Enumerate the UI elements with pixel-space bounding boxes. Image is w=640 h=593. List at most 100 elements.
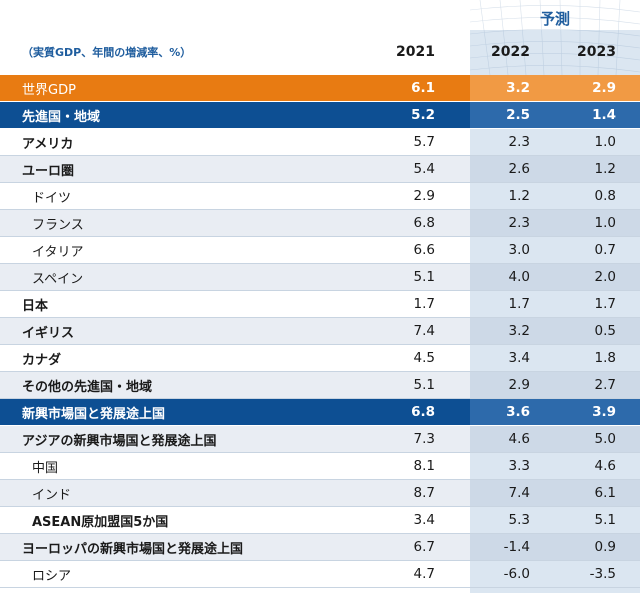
row-label: アメリカ [22, 136, 74, 152]
table-row-france: フランス 6.8 2.3 1.0 [0, 210, 640, 237]
value-2021: 1.7 [413, 296, 435, 312]
value-2022: 1.2 [508, 188, 530, 204]
year-header-2022: 2022 [491, 44, 530, 60]
table-row-uk: イギリス 7.4 3.2 0.5 [0, 318, 640, 345]
value-2023: 3.9 [592, 404, 616, 420]
table-row-advanced-economies: 先進国・地域 5.2 2.5 1.4 [0, 102, 640, 129]
value-2023: 5.0 [594, 431, 616, 447]
value-2023: 4.6 [594, 458, 616, 474]
value-2023: 1.2 [594, 161, 616, 177]
value-2023: -3.5 [589, 566, 616, 582]
row-label: 世界GDP [22, 82, 76, 98]
value-2023: 1.8 [594, 350, 616, 366]
value-2022: 2.6 [508, 161, 530, 177]
value-2023: 1.7 [594, 296, 616, 312]
table-row-eurozone: ユーロ圏 5.4 2.6 1.2 [0, 156, 640, 183]
value-2021: 4.7 [413, 566, 435, 582]
value-2022: 2.9 [508, 377, 530, 393]
value-2023: 0.8 [594, 188, 616, 204]
table-row-china: 中国 8.1 3.3 4.6 [0, 453, 640, 480]
value-2021: 6.7 [413, 539, 435, 555]
value-2023: 0.9 [594, 539, 616, 555]
value-2021: 6.8 [413, 215, 435, 231]
row-label: 先進国・地域 [22, 109, 101, 125]
row-label: イギリス [22, 325, 75, 341]
unit-note: （実質GDP、年間の増減率、%） [22, 46, 192, 59]
row-label: フランス [32, 217, 84, 233]
table-row-germany: ドイツ 2.9 1.2 0.8 [0, 183, 640, 210]
table-row-other-advanced: その他の先進国・地域 5.1 2.9 2.7 [0, 372, 640, 399]
row-label: ユーロ圏 [22, 163, 75, 179]
row-label: ロシア [32, 568, 72, 584]
table-row-usa: アメリカ 5.7 2.3 1.0 [0, 129, 640, 156]
value-2021: 6.8 [411, 404, 435, 420]
value-2022: 3.2 [508, 323, 530, 339]
value-2021: 6.6 [413, 242, 435, 258]
value-2022: 3.4 [508, 350, 530, 366]
value-2021: 5.1 [413, 269, 435, 285]
value-2022: 2.3 [508, 215, 530, 231]
value-2022: 2.5 [506, 107, 530, 123]
row-label: イタリア [32, 244, 84, 260]
table-row-italy: イタリア 6.6 3.0 0.7 [0, 237, 640, 264]
value-2021: 7.3 [413, 431, 435, 447]
value-2021: 3.4 [413, 512, 435, 528]
value-2021: 7.4 [413, 323, 435, 339]
table-row-emerging-asia: アジアの新興市場国と発展途上国 7.3 4.6 5.0 [0, 426, 640, 453]
value-2021: 5.2 [411, 107, 435, 123]
value-2022: 5.3 [508, 512, 530, 528]
value-2023: 2.7 [594, 377, 616, 393]
table-row-canada: カナダ 4.5 3.4 1.8 [0, 345, 640, 372]
value-2022: 1.7 [508, 296, 530, 312]
value-2023: 2.9 [592, 80, 616, 96]
value-2023: 0.7 [594, 242, 616, 258]
value-2022: 2.3 [508, 134, 530, 150]
row-label: ヨーロッパの新興市場国と発展途上国 [22, 541, 244, 557]
table-row-world: 世界GDP 6.1 3.2 2.9 [0, 75, 640, 102]
table-header: 予測 （実質GDP、年間の増減率、%） 2021 2022 2023 [0, 0, 640, 75]
table-row-emerging-developing: 新興市場国と発展途上国 6.8 3.6 3.9 [0, 399, 640, 426]
year-header-2021: 2021 [396, 44, 435, 60]
row-label: スペイン [32, 271, 84, 287]
value-2021: 5.7 [413, 134, 435, 150]
value-2022: 3.6 [506, 404, 530, 420]
value-2023: 6.1 [594, 485, 616, 501]
value-2022: 3.3 [508, 458, 530, 474]
table-row-asean5: ASEAN原加盟国5か国 3.4 5.3 5.1 [0, 507, 640, 534]
row-label: 新興市場国と発展途上国 [22, 406, 166, 422]
value-2023: 0.5 [594, 323, 616, 339]
row-label: ドイツ [32, 190, 72, 206]
gdp-table-body: 世界GDP 6.1 3.2 2.9 先進国・地域 5.2 2.5 1.4 アメリ… [0, 75, 640, 588]
row-label: 中国 [32, 460, 59, 476]
value-2021: 4.5 [413, 350, 435, 366]
row-label: アジアの新興市場国と発展途上国 [22, 433, 217, 449]
row-label: その他の先進国・地域 [22, 379, 153, 395]
table-row-spain: スペイン 5.1 4.0 2.0 [0, 264, 640, 291]
value-2021: 5.4 [413, 161, 435, 177]
row-label: インド [32, 487, 72, 503]
value-2022: 7.4 [508, 485, 530, 501]
value-2022: 3.0 [508, 242, 530, 258]
value-2023: 5.1 [594, 512, 616, 528]
value-2021: 5.1 [413, 377, 435, 393]
value-2023: 1.0 [594, 215, 616, 231]
table-row-india: インド 8.7 7.4 6.1 [0, 480, 640, 507]
value-2021: 2.9 [413, 188, 435, 204]
row-label: ASEAN原加盟国5か国 [32, 514, 169, 530]
table-row-japan: 日本 1.7 1.7 1.7 [0, 291, 640, 318]
forecast-label: 予測 [539, 10, 570, 28]
row-label: 日本 [22, 298, 49, 314]
value-2023: 2.0 [594, 269, 616, 285]
table-row-russia: ロシア 4.7 -6.0 -3.5 [0, 561, 640, 588]
value-2022: -1.4 [503, 539, 530, 555]
value-2022: -6.0 [503, 566, 530, 582]
value-2023: 1.4 [592, 107, 616, 123]
value-2021: 6.1 [411, 80, 435, 96]
value-2023: 1.0 [594, 134, 616, 150]
row-label: カナダ [22, 352, 62, 368]
value-2021: 8.7 [413, 485, 435, 501]
value-2022: 3.2 [506, 80, 530, 96]
value-2022: 4.6 [508, 431, 530, 447]
year-header-2023: 2023 [577, 44, 616, 60]
value-2021: 8.1 [413, 458, 435, 474]
